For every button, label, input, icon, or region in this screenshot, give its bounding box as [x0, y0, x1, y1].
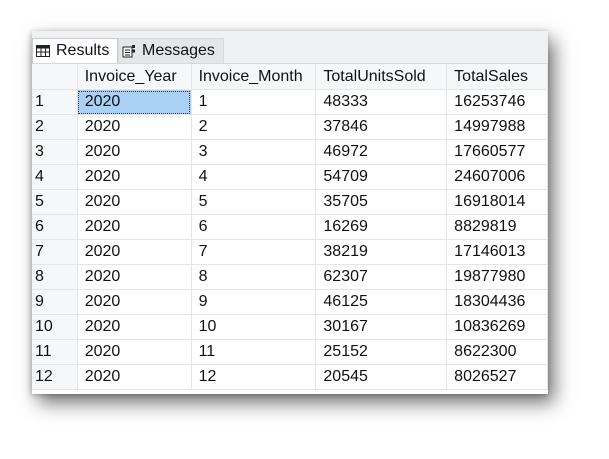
row-number[interactable]: 11 [32, 339, 78, 365]
cell-total-units-sold[interactable]: 20545 [315, 364, 448, 390]
column-header-invoice-month[interactable]: Invoice_Month [191, 64, 317, 90]
cell-total-sales[interactable]: 24607006 [446, 164, 548, 190]
grid-body: 1 2020 1 48333 16253746 2 2020 2 37846 14997988 3 2… [32, 89, 548, 390]
cell-invoice-year[interactable]: 2020 [77, 214, 192, 240]
cell-invoice-year[interactable]: 2020 [77, 89, 192, 115]
cell-total-units-sold[interactable]: 35705 [315, 189, 448, 215]
row-number[interactable]: 4 [32, 164, 78, 190]
tab-messages[interactable]: Messages [118, 38, 224, 63]
cell-total-units-sold[interactable]: 38219 [315, 239, 448, 265]
row-number[interactable]: 6 [32, 214, 78, 240]
cell-invoice-year[interactable]: 2020 [77, 339, 192, 365]
cell-total-units-sold[interactable]: 25152 [315, 339, 448, 365]
cell-total-sales[interactable]: 8026527 [446, 364, 548, 390]
row-number[interactable]: 9 [32, 289, 78, 315]
cell-total-units-sold[interactable]: 62307 [315, 264, 448, 290]
tab-messages-label: Messages [142, 42, 215, 59]
cell-total-sales[interactable]: 16918014 [446, 189, 548, 215]
cell-total-sales[interactable]: 18304436 [446, 289, 548, 315]
cell-invoice-month[interactable]: 8 [191, 264, 317, 290]
cell-invoice-month[interactable]: 10 [191, 314, 317, 340]
cell-invoice-year[interactable]: 2020 [77, 164, 192, 190]
table-row[interactable]: 8 2020 8 62307 19877980 [32, 264, 548, 290]
cell-invoice-year[interactable]: 2020 [77, 264, 192, 290]
cell-invoice-year[interactable]: 2020 [77, 314, 192, 340]
cell-invoice-year[interactable]: 2020 [77, 114, 192, 140]
header-row: Invoice_Year Invoice_Month TotalUnitsSol… [32, 64, 548, 90]
cell-total-units-sold[interactable]: 16269 [315, 214, 448, 240]
table-row[interactable]: 2 2020 2 37846 14997988 [32, 114, 548, 140]
cell-invoice-month[interactable]: 12 [191, 364, 317, 390]
row-number[interactable]: 10 [32, 314, 78, 340]
cell-total-sales[interactable]: 8829819 [446, 214, 548, 240]
row-number-header[interactable] [32, 64, 78, 90]
cell-invoice-year[interactable]: 2020 [77, 139, 192, 165]
row-number[interactable]: 12 [32, 364, 78, 390]
cell-total-units-sold[interactable]: 54709 [315, 164, 448, 190]
cell-invoice-month[interactable]: 2 [191, 114, 317, 140]
cell-invoice-month[interactable]: 6 [191, 214, 317, 240]
table-row[interactable]: 10 2020 10 30167 10836269 [32, 314, 548, 340]
cell-total-units-sold[interactable]: 46125 [315, 289, 448, 315]
cell-invoice-year[interactable]: 2020 [77, 364, 192, 390]
column-header-total-sales[interactable]: TotalSales [446, 64, 548, 90]
table-row[interactable]: 6 2020 6 16269 8829819 [32, 214, 548, 240]
cell-invoice-month[interactable]: 5 [191, 189, 317, 215]
cell-invoice-month[interactable]: 4 [191, 164, 317, 190]
table-row[interactable]: 11 2020 11 25152 8622300 [32, 339, 548, 365]
results-tab-bar: Results Messages [32, 31, 548, 64]
cell-total-units-sold[interactable]: 46972 [315, 139, 448, 165]
cell-invoice-year[interactable]: 2020 [77, 189, 192, 215]
cell-total-sales[interactable]: 17146013 [446, 239, 548, 265]
cell-invoice-month[interactable]: 9 [191, 289, 317, 315]
row-number[interactable]: 7 [32, 239, 78, 265]
cell-total-sales[interactable]: 8622300 [446, 339, 548, 365]
row-number[interactable]: 5 [32, 189, 78, 215]
messages-icon [122, 45, 135, 58]
cell-invoice-month[interactable]: 3 [191, 139, 317, 165]
row-number[interactable]: 2 [32, 114, 78, 140]
column-header-total-units-sold[interactable]: TotalUnitsSold [315, 64, 448, 90]
cell-invoice-month[interactable]: 7 [191, 239, 317, 265]
results-pane: Results Messages Invoice_Year Invoice_Mo… [32, 31, 548, 394]
table-row[interactable]: 9 2020 9 46125 18304436 [32, 289, 548, 315]
grid-icon [36, 45, 50, 57]
table-row[interactable]: 7 2020 7 38219 17146013 [32, 239, 548, 265]
cell-total-units-sold[interactable]: 30167 [315, 314, 448, 340]
cell-invoice-year[interactable]: 2020 [77, 289, 192, 315]
cell-total-units-sold[interactable]: 48333 [315, 89, 448, 115]
table-row[interactable]: 1 2020 1 48333 16253746 [32, 89, 548, 115]
cell-invoice-month[interactable]: 11 [191, 339, 317, 365]
cell-total-sales[interactable]: 17660577 [446, 139, 548, 165]
cell-total-sales[interactable]: 10836269 [446, 314, 548, 340]
row-number[interactable]: 3 [32, 139, 78, 165]
table-row[interactable]: 3 2020 3 46972 17660577 [32, 139, 548, 165]
table-row[interactable]: 12 2020 12 20545 8026527 [32, 364, 548, 390]
cell-total-sales[interactable]: 19877980 [446, 264, 548, 290]
cell-total-units-sold[interactable]: 37846 [315, 114, 448, 140]
tab-results[interactable]: Results [32, 38, 118, 63]
row-number[interactable]: 1 [32, 89, 78, 115]
column-header-invoice-year[interactable]: Invoice_Year [77, 64, 192, 90]
cell-invoice-year[interactable]: 2020 [77, 239, 192, 265]
table-row[interactable]: 4 2020 4 54709 24607006 [32, 164, 548, 190]
row-number[interactable]: 8 [32, 264, 78, 290]
cell-total-sales[interactable]: 14997988 [446, 114, 548, 140]
cell-invoice-month[interactable]: 1 [191, 89, 317, 115]
table-row[interactable]: 5 2020 5 35705 16918014 [32, 189, 548, 215]
cell-total-sales[interactable]: 16253746 [446, 89, 548, 115]
results-grid: Invoice_Year Invoice_Month TotalUnitsSol… [32, 64, 548, 390]
tab-results-label: Results [56, 42, 110, 59]
